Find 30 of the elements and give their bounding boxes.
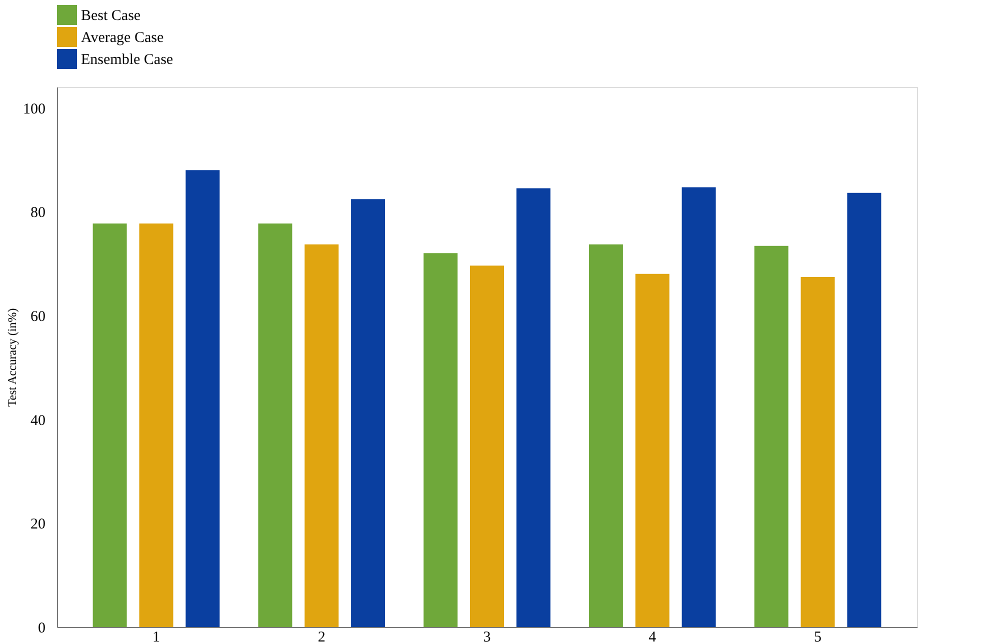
y-tick-label: 40	[30, 412, 46, 429]
bar	[304, 244, 339, 627]
bar	[847, 192, 882, 627]
x-tick-label: 2	[318, 630, 326, 643]
bar	[470, 266, 504, 627]
x-tick-label: 4	[648, 630, 657, 643]
x-tick-label: 5	[814, 630, 822, 643]
y-tick-label: 0	[38, 620, 46, 636]
y-tick-label: 100	[23, 101, 46, 118]
bar	[754, 246, 788, 627]
y-tick-label: 80	[30, 205, 46, 222]
y-tick-label: 20	[30, 516, 46, 533]
x-tick-label: 1	[152, 630, 160, 643]
bar	[351, 199, 386, 627]
legend-label: Average Case	[81, 30, 164, 46]
y-axis-title: Test Accuracy (in%)	[5, 308, 19, 407]
x-tick-label: 3	[483, 630, 491, 643]
legend-label: Ensemble Case	[81, 52, 174, 68]
bar	[424, 253, 458, 627]
bar	[258, 224, 292, 627]
bar	[800, 277, 835, 627]
bar	[92, 224, 127, 627]
bar	[516, 188, 550, 627]
y-tick-label: 60	[30, 308, 46, 325]
legend-label: Best Case	[81, 8, 141, 24]
bar	[588, 244, 623, 627]
bar	[635, 274, 670, 627]
bar	[139, 224, 174, 627]
bar	[682, 187, 716, 627]
bar	[186, 170, 220, 627]
